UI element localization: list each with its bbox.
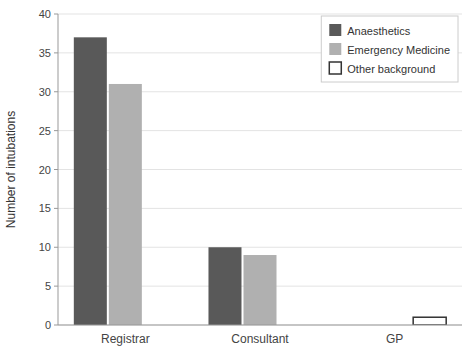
- legend-box: [321, 16, 458, 82]
- legend-label: Anaesthetics: [347, 25, 410, 37]
- y-axis: 0 5 10 15 20 25 30 35 40: [39, 8, 58, 331]
- y-tick-label: 20: [39, 164, 51, 176]
- series-bars: [109, 84, 277, 325]
- x-tick-label: Consultant: [231, 332, 289, 346]
- y-tick-label: 0: [45, 319, 51, 331]
- y-tick-label: 10: [39, 241, 51, 253]
- y-tick: [54, 286, 58, 287]
- y-tick: [54, 91, 58, 92]
- y-tick-label: 40: [39, 8, 51, 20]
- bar: [243, 255, 276, 325]
- bar: [74, 37, 107, 325]
- x-axis: Registrar Consultant GP: [58, 325, 462, 346]
- y-axis-line: [58, 14, 59, 325]
- y-tick: [54, 14, 58, 15]
- y-tick: [54, 169, 58, 170]
- legend-label: Emergency Medicine: [347, 44, 450, 56]
- series-bars: [413, 317, 446, 325]
- legend: Anaesthetics Emergency Medicine Other back…: [321, 16, 458, 82]
- series-bars: [74, 37, 242, 325]
- y-tick-label: 5: [45, 280, 51, 292]
- y-tick: [54, 130, 58, 131]
- bar: [208, 247, 241, 325]
- bar: [109, 84, 142, 325]
- y-tick: [54, 247, 58, 248]
- legend-swatch: [329, 62, 341, 74]
- legend-swatch: [329, 24, 341, 36]
- x-tick-label: GP: [386, 332, 403, 346]
- bar: [413, 317, 446, 325]
- y-tick-label: 15: [39, 202, 51, 214]
- y-tick-label: 35: [39, 47, 51, 59]
- y-tick: [54, 208, 58, 209]
- y-tick-label: 30: [39, 86, 51, 98]
- x-axis-line: [58, 325, 462, 326]
- grid-line: [58, 325, 462, 326]
- legend-swatch: [329, 43, 341, 55]
- chart-svg: 0 5 10 15 20 25 30 35 40 Number of intubations Reg…: [0, 0, 474, 363]
- legend-label: Other background: [347, 63, 435, 75]
- y-axis-label: Number of intubations: [4, 111, 18, 228]
- chart-container: 0 5 10 15 20 25 30 35 40 Number of intubations Reg…: [0, 0, 474, 363]
- grid: [58, 14, 462, 325]
- y-tick: [54, 52, 58, 53]
- y-tick: [54, 325, 58, 326]
- grid-line: [58, 14, 462, 15]
- y-tick-label: 25: [39, 125, 51, 137]
- x-tick-label: Registrar: [101, 332, 150, 346]
